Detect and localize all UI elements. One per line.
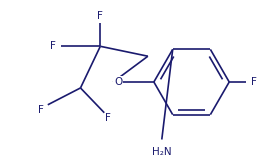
Text: F: F bbox=[251, 77, 257, 87]
Text: F: F bbox=[105, 113, 111, 123]
Text: O: O bbox=[114, 77, 122, 87]
Text: F: F bbox=[38, 105, 44, 115]
Text: F: F bbox=[97, 11, 103, 21]
Text: H₂N: H₂N bbox=[152, 147, 172, 157]
Text: F: F bbox=[50, 41, 56, 51]
